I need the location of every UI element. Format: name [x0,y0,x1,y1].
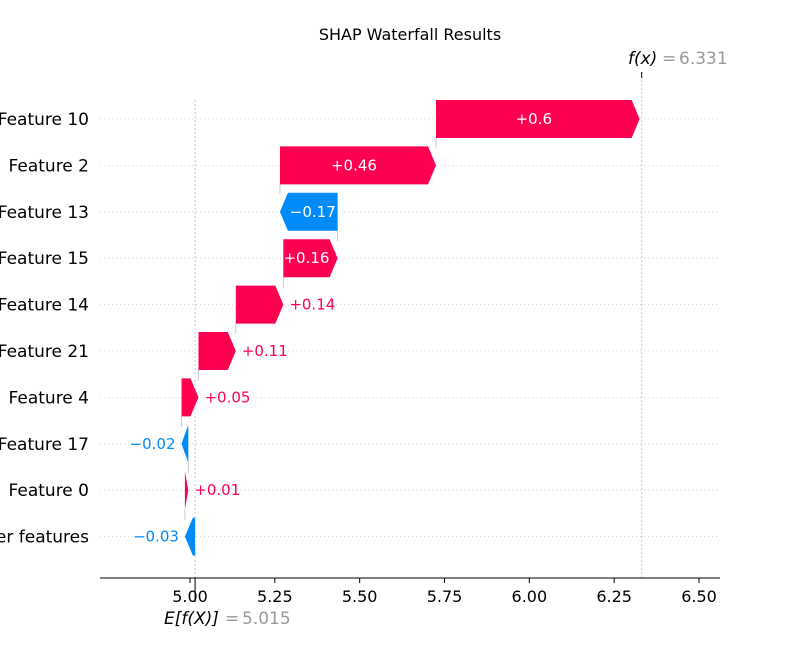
x-axis: 5.00 5.25 5.50 5.75 6.00 6.25 6.50 [100,577,720,606]
feature-labels: Feature 10 +0.6 Feature 2 +0.46 Feature 13 −0… [0,110,552,548]
fx-value: 6.331 [679,49,728,69]
value-label: +0.16 [283,249,329,267]
waterfall-bar [181,424,189,463]
waterfall-bar [279,192,338,231]
feature-label: Feature 4 [9,388,89,408]
feature-label: Feature 21 [0,342,89,362]
value-label: −0.17 [290,203,336,221]
value-label: +0.6 [516,110,552,128]
value-label: +0.05 [204,388,250,406]
efx-equals: = [225,609,239,629]
connector-lines [181,72,643,602]
feature-label: Feature 14 [0,296,89,316]
value-label: +0.14 [289,296,335,314]
x-tick-label: 5.00 [172,587,208,606]
bars [181,100,640,556]
feature-label: Feature 15 [0,249,89,269]
efx-value: 5.015 [242,609,291,629]
feature-label: Feature 10 [0,110,89,130]
waterfall-bar [184,471,189,510]
feature-label: er features [0,528,89,548]
fx-annotation: f(x) = 6.331 [628,49,728,69]
efx-annotation: E[f(X)] = 5.015 [164,609,291,629]
fx-label: f(x) [628,49,657,69]
feature-label: Feature 0 [9,481,89,501]
waterfall-bar [235,285,284,324]
feature-label: Feature 17 [0,435,89,455]
x-tick-label: 5.50 [342,587,378,606]
x-tick-label: 6.00 [512,587,548,606]
waterfall-bar [283,239,338,278]
value-label: +0.46 [331,156,377,174]
chart-title: SHAP Waterfall Results [319,25,501,44]
value-label: +0.01 [194,481,240,499]
waterfall-bar [436,100,640,138]
value-label: +0.11 [242,342,288,360]
x-tick-label: 5.25 [257,587,293,606]
waterfall-bar [184,517,196,556]
x-tick-label: 5.75 [427,587,463,606]
feature-label: Feature 2 [9,156,89,176]
waterfall-bar [198,332,236,370]
fx-equals: = [662,49,676,69]
efx-label: E[f(X)] [164,609,219,629]
feature-label: Feature 13 [0,203,89,223]
x-tick-label: 6.25 [596,587,632,606]
waterfall-bar [279,146,437,185]
waterfall-bar [181,378,199,417]
value-label: −0.02 [130,435,176,453]
x-tick-label: 6.50 [681,587,717,606]
value-label: −0.03 [133,528,179,546]
